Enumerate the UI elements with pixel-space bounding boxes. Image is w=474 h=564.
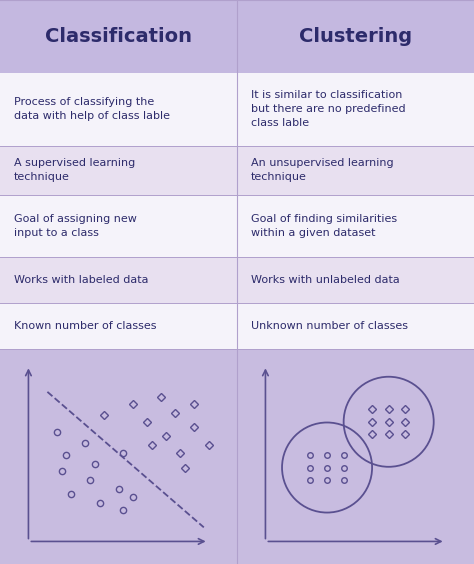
Text: It is similar to classification
but there are no predefined
class lable: It is similar to classification but ther… <box>251 90 406 129</box>
FancyBboxPatch shape <box>237 303 474 349</box>
FancyBboxPatch shape <box>0 349 237 564</box>
FancyBboxPatch shape <box>0 73 237 146</box>
FancyBboxPatch shape <box>0 146 237 195</box>
FancyBboxPatch shape <box>237 73 474 146</box>
FancyBboxPatch shape <box>237 195 474 257</box>
FancyBboxPatch shape <box>237 146 474 195</box>
Text: Works with unlabeled data: Works with unlabeled data <box>251 275 400 285</box>
FancyBboxPatch shape <box>0 0 237 73</box>
Text: Clustering: Clustering <box>299 27 412 46</box>
FancyBboxPatch shape <box>237 0 474 73</box>
Text: Unknown number of classes: Unknown number of classes <box>251 321 408 331</box>
Text: Goal of assigning new
input to a class: Goal of assigning new input to a class <box>14 214 137 238</box>
Text: Known number of classes: Known number of classes <box>14 321 157 331</box>
Text: Process of classifying the
data with help of class lable: Process of classifying the data with hel… <box>14 98 170 121</box>
FancyBboxPatch shape <box>0 303 237 349</box>
Text: A supervised learning
technique: A supervised learning technique <box>14 158 136 183</box>
Text: Goal of finding similarities
within a given dataset: Goal of finding similarities within a gi… <box>251 214 397 238</box>
FancyBboxPatch shape <box>237 349 474 564</box>
Text: Classification: Classification <box>45 27 192 46</box>
FancyBboxPatch shape <box>0 257 237 303</box>
FancyBboxPatch shape <box>237 257 474 303</box>
Text: An unsupervised learning
technique: An unsupervised learning technique <box>251 158 394 183</box>
FancyBboxPatch shape <box>0 195 237 257</box>
Text: Works with labeled data: Works with labeled data <box>14 275 149 285</box>
